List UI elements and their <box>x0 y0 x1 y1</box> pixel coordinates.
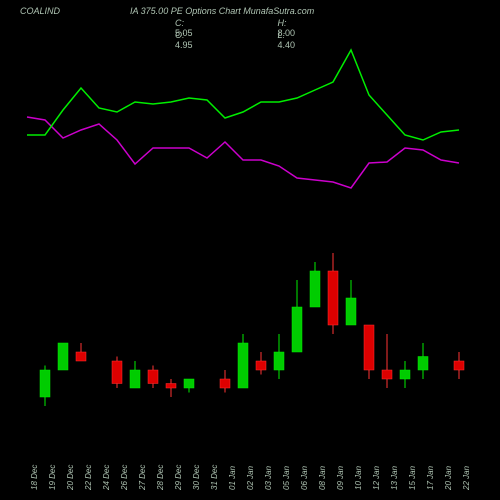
x-tick-label: 20 Jan <box>444 466 453 490</box>
x-tick-label: 08 Jan <box>318 466 327 490</box>
candlestick-chart <box>10 235 480 445</box>
x-tick-label: 02 Jan <box>246 466 255 490</box>
low-label: L: <box>278 30 328 40</box>
close-label: C: <box>175 18 225 28</box>
x-tick-label: 22 Dec <box>84 465 93 490</box>
x-tick-label: 15 Jan <box>408 466 417 490</box>
chart-title: IA 375.00 PE Options Chart MunafaSutra.c… <box>130 6 314 16</box>
x-tick-label: 24 Dec <box>102 465 111 490</box>
x-tick-label: 17 Jan <box>426 466 435 490</box>
x-tick-label: 26 Dec <box>120 465 129 490</box>
x-tick-label: 12 Jan <box>372 466 381 490</box>
x-tick-label: 27 Dec <box>138 465 147 490</box>
x-tick-label: 18 Dec <box>30 465 39 490</box>
chart-area <box>10 40 480 440</box>
x-tick-label: 19 Dec <box>48 465 57 490</box>
x-tick-label: 13 Jan <box>390 466 399 490</box>
open-label: O: <box>175 30 225 40</box>
x-tick-label: 03 Jan <box>264 466 273 490</box>
x-tick-label: 09 Jan <box>336 466 345 490</box>
symbol-label: COALIND <box>20 6 60 16</box>
x-tick-label: 05 Jan <box>282 466 291 490</box>
high-label: H: <box>278 18 328 28</box>
x-tick-label: 28 Dec <box>156 465 165 490</box>
x-tick-label: 20 Dec <box>66 465 75 490</box>
line-chart <box>10 40 480 210</box>
x-axis: 18 Dec 19 Dec 20 Dec 22 Dec 24 Dec 26 Dec 27 D… <box>10 452 480 492</box>
x-tick-label: 30 Dec <box>192 465 201 490</box>
x-tick-label: 29 Dec <box>174 465 183 490</box>
x-tick-label: 10 Jan <box>354 466 363 490</box>
x-tick-label: 06 Jan <box>300 466 309 490</box>
x-tick-label: 31 Dec <box>210 465 219 490</box>
x-tick-label: 22 Jan <box>462 466 471 490</box>
x-tick-label: 01 Jan <box>228 466 237 490</box>
